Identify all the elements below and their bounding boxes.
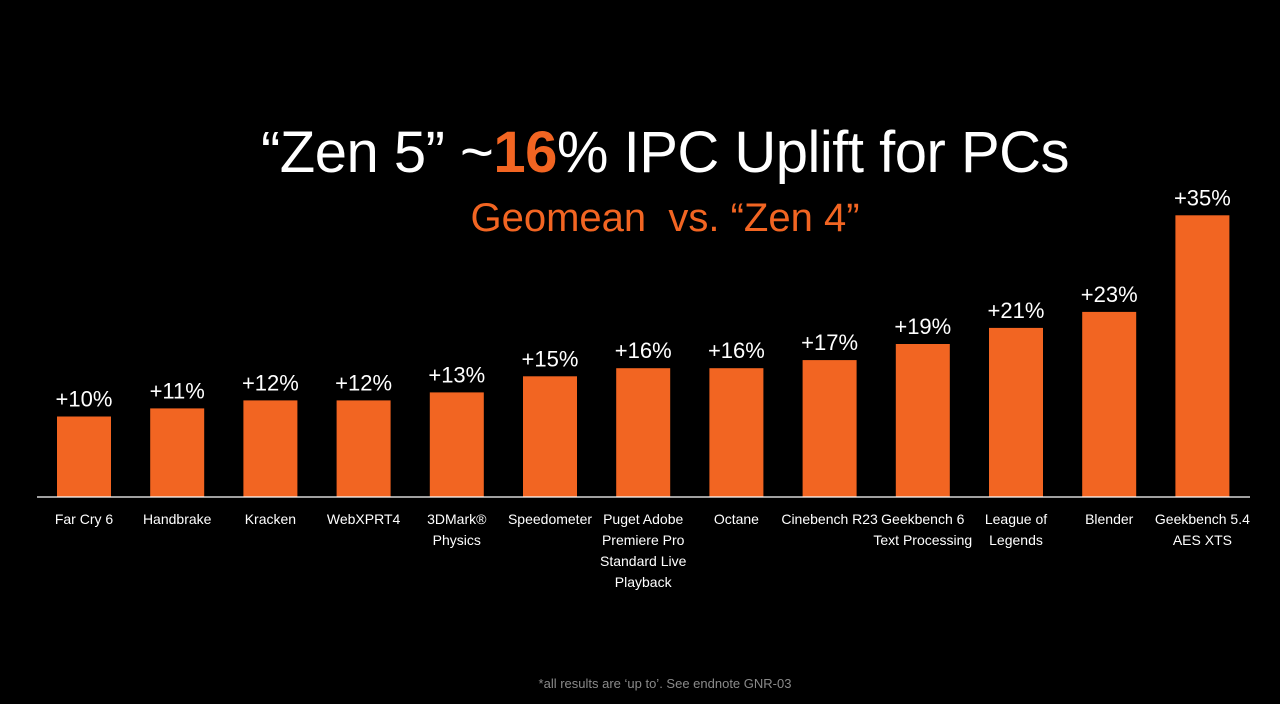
category-label: Text Processing [873, 532, 972, 548]
category-label: Puget Adobe [603, 511, 683, 527]
bar [336, 400, 391, 497]
data-label: +35% [1174, 185, 1231, 210]
slide-subtitle: Geomean vs. “Zen 4” [470, 196, 860, 240]
category-label: League of [985, 511, 1047, 527]
bar [989, 327, 1043, 497]
bar [1082, 311, 1137, 498]
data-label: +19% [894, 314, 951, 339]
data-label: +11% [150, 378, 205, 403]
category-label: Standard Live [600, 553, 687, 569]
bar [429, 392, 484, 498]
bar [616, 368, 671, 497]
category-label: Playback [615, 574, 673, 590]
data-label: +21% [988, 298, 1045, 323]
bar [243, 400, 298, 497]
bar [802, 360, 857, 497]
category-label: 3DMark® [427, 511, 487, 527]
category-label: Geekbench 6 [881, 511, 964, 527]
data-label: +17% [801, 330, 858, 355]
title-suffix: % IPC Uplift for PCs [556, 120, 1070, 185]
category-label: Premiere Pro [602, 532, 685, 548]
data-label: +12% [242, 370, 299, 395]
bar [523, 376, 577, 498]
slide-title: “Zen 5” ~16% IPC Uplift for PCs [0, 118, 1280, 188]
category-label: Octane [714, 511, 759, 527]
data-label: +12% [335, 370, 392, 395]
bar [1175, 215, 1230, 498]
data-label: +16% [708, 338, 765, 363]
category-label: Handbrake [143, 511, 212, 527]
category-label: Legends [989, 532, 1043, 548]
category-label: Far Cry 6 [55, 511, 114, 527]
category-label: Geekbench 5.4 [1155, 511, 1250, 527]
data-label: +15% [522, 346, 579, 371]
category-label: Blender [1085, 511, 1134, 527]
category-label: Speedometer [508, 511, 592, 527]
bar [150, 408, 205, 497]
footnote: *all results are ‘up to’. See endnote GN… [538, 676, 792, 691]
bar [709, 368, 764, 497]
bar [895, 344, 950, 497]
bar [57, 416, 111, 497]
title-prefix: “Zen 5” ~ [260, 120, 494, 185]
category-label: WebXPRT4 [327, 511, 401, 527]
title-highlight: 16 [493, 120, 557, 185]
data-label: +16% [615, 338, 672, 363]
category-label: Kracken [245, 511, 296, 527]
data-label: +13% [428, 362, 485, 387]
category-label: Physics [433, 532, 481, 548]
category-label: Cinebench R23 [781, 511, 878, 527]
data-label: +10% [56, 387, 113, 412]
category-label: AES XTS [1173, 532, 1232, 548]
data-label: +23% [1081, 282, 1138, 307]
